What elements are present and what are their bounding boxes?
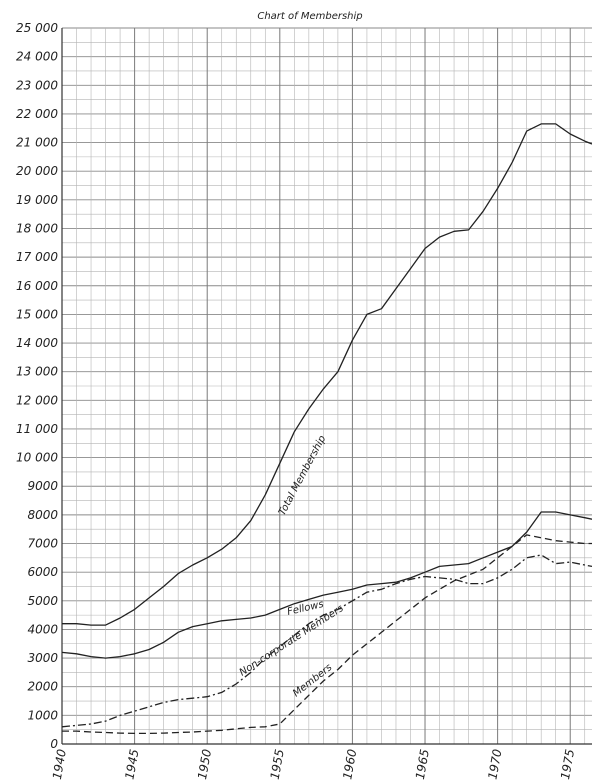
y-tick-label: 23 000 [16,78,58,92]
y-tick-label: 14 000 [16,336,58,350]
x-tick-label: 1975 [558,748,577,780]
y-tick-label: 16 000 [16,279,58,293]
y-tick-label: 19 000 [16,193,58,207]
series-label: Total Membership [277,434,328,518]
y-tick-label: 3000 [27,651,58,665]
chart-series [61,123,592,735]
x-tick-label: 1970 [485,748,504,780]
x-tick-label: 1940 [50,748,69,780]
series-line-total-membership [62,123,592,626]
x-tick-label: 1945 [122,748,141,780]
y-tick-label: 1000 [27,708,58,722]
x-tick-label: 1955 [268,748,287,780]
y-tick-label: 4000 [27,622,58,636]
y-tick-label: 5000 [27,594,58,608]
series-line-non-corporate-members [61,554,592,728]
y-tick-label: 21 000 [16,136,58,150]
y-tick-label: 20 000 [16,164,58,178]
y-tick-label: 9000 [27,479,58,493]
series-line-fellows [61,511,592,659]
series-line-members [62,534,592,735]
y-tick-label: 11 000 [16,422,58,436]
y-tick-label: 0 [50,737,58,751]
y-tick-label: 6000 [27,565,58,579]
series-label: Members [291,662,334,699]
x-tick-label: 1960 [340,748,359,780]
chart-title: Chart of Membership [257,11,362,22]
y-tick-label: 17 000 [16,250,58,264]
y-tick-label: 8000 [27,508,58,522]
y-tick-label: 10 000 [16,451,58,465]
y-tick-label: 24 000 [16,50,58,64]
y-tick-label: 13 000 [16,365,58,379]
x-tick-label: 1965 [413,748,432,780]
y-tick-label: 18 000 [16,221,58,235]
y-tick-label: 2000 [27,680,58,694]
chart-grid [61,27,592,745]
y-tick-label: 15 000 [16,307,58,321]
y-tick-label: 12 000 [16,393,58,407]
chart-axes: 25 000 24 000 23 000 22 000 21 000 20 000 19 0… [16,21,592,781]
x-tick-label: 1950 [195,748,214,780]
y-tick-label: 25 000 [16,21,58,35]
y-tick-label: 22 000 [16,107,58,121]
y-tick-label: 7000 [27,537,58,551]
